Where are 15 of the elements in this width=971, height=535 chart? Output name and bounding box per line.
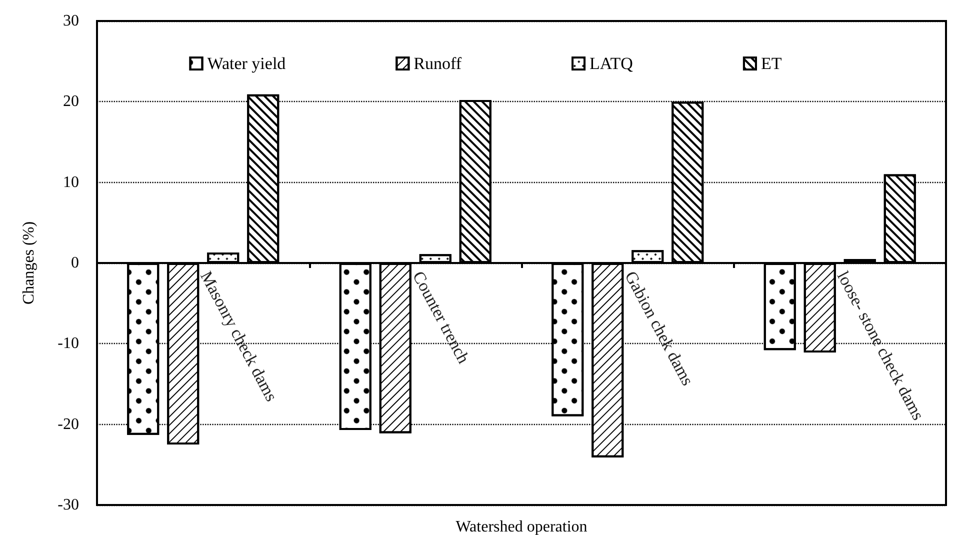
x-axis-title: Watershed operation <box>456 518 588 535</box>
x-tick-label: loose- stone check dams <box>833 268 928 424</box>
y-tick-label: -30 <box>58 496 79 514</box>
legend-label: LATQ <box>590 54 633 73</box>
legend-label: ET <box>760 54 782 73</box>
y-axis-title: Changes (%) <box>20 221 38 305</box>
y-tick-label: -10 <box>58 335 79 352</box>
y-tick-label: 10 <box>63 174 79 191</box>
y-tick-label: -20 <box>58 416 79 433</box>
y-tick-label: 30 <box>63 12 79 30</box>
y-tick-label: 20 <box>63 93 79 110</box>
legend-label: Runoff <box>414 54 462 73</box>
legend-label: Water yield <box>207 54 286 73</box>
y-tick-label: 0 <box>71 254 79 272</box>
x-tick-label: Gabion chek dams <box>621 268 698 389</box>
